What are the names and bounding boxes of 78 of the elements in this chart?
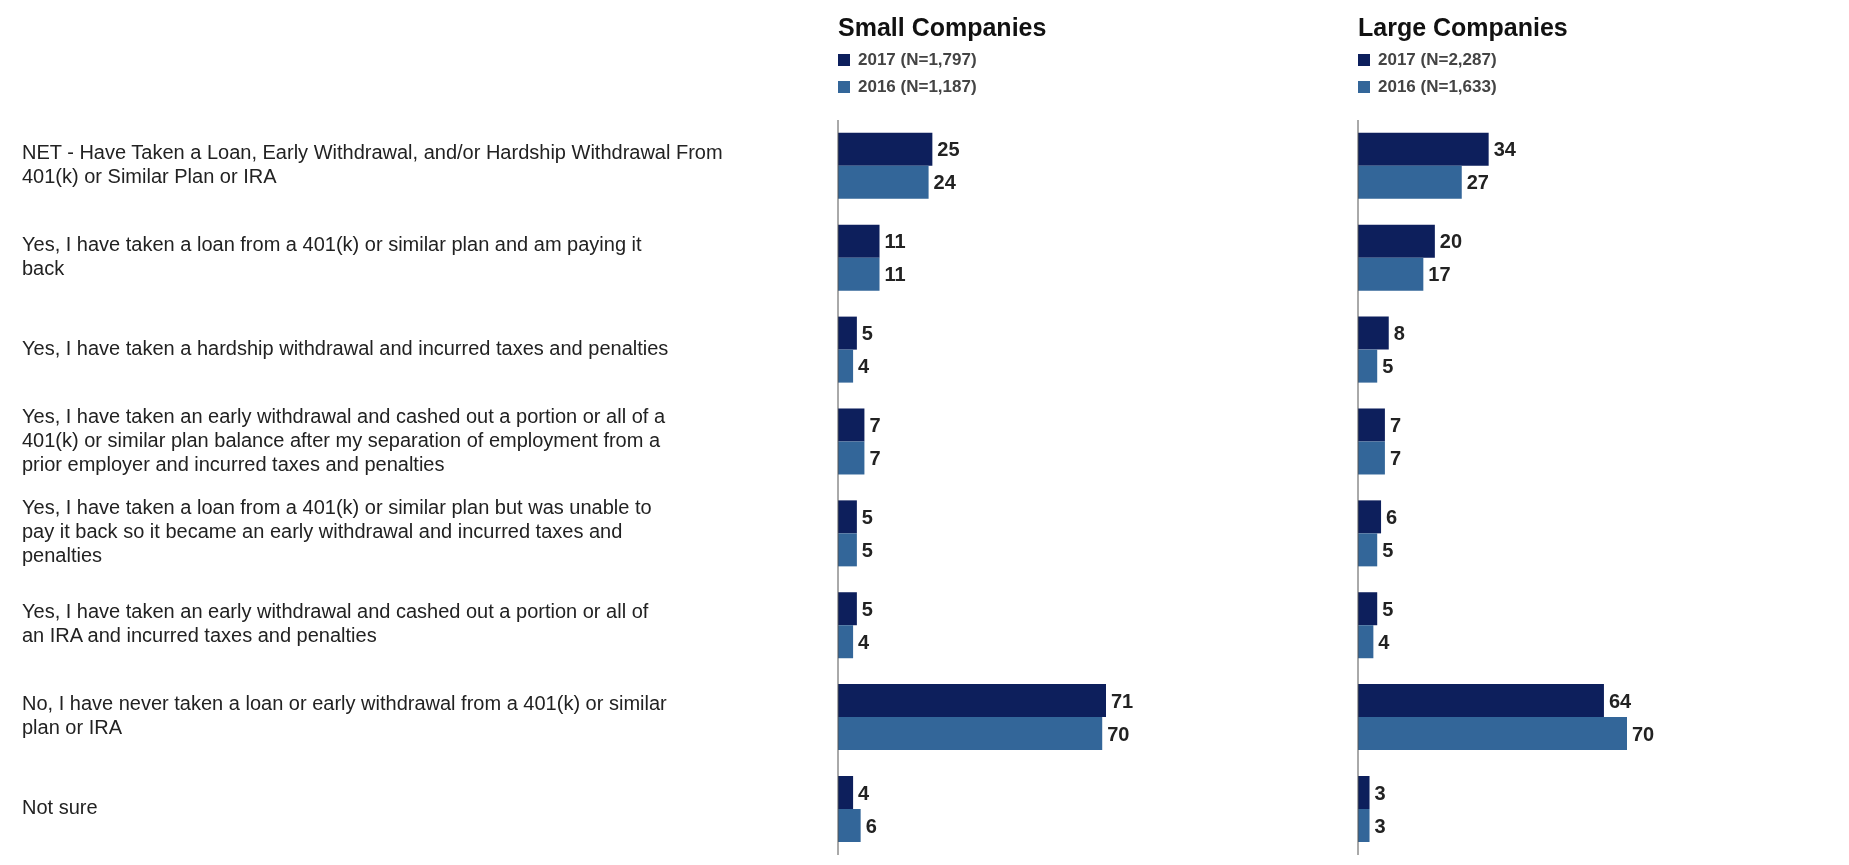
bar <box>1358 717 1627 751</box>
bar <box>1358 316 1389 350</box>
data-label: 5 <box>861 597 873 620</box>
y-tick-label: No, I have never taken a loan or early withdrawal from a 401(k) or similar plan or IRA <box>22 692 668 739</box>
data-label: 7 <box>869 414 881 437</box>
data-label: 20 <box>1439 230 1463 253</box>
data-label: 7 <box>1389 414 1402 437</box>
y-tick-label: Yes, I have taken an early withdrawal and cashed out a portion or all of an IRA and incurred taxes and penalties <box>22 600 649 647</box>
y-tick-label: Yes, I have taken an early withdrawal and cashed out a portion or all of a 401(k) or similar plan balance after my separation of employment from a prior employer and incurred taxes and penalties <box>22 404 666 475</box>
bar <box>1358 775 1370 809</box>
data-label: 4 <box>858 781 871 804</box>
data-label: 8 <box>1393 322 1405 345</box>
data-label: 70 <box>1632 722 1655 745</box>
data-label: 17 <box>1428 263 1451 286</box>
bar <box>838 625 854 659</box>
data-label: 5 <box>861 322 873 345</box>
bar <box>1358 224 1435 258</box>
data-label: 7 <box>1389 447 1402 470</box>
bar <box>838 592 857 626</box>
y-tick-label: NET - Have Taken a Loan, Early Withdrawal, and/or Hardship Withdrawal From 401(k) or Similar Plan or IRA <box>22 141 723 188</box>
bar <box>1358 808 1370 842</box>
bar <box>1358 349 1378 383</box>
data-label: 5 <box>861 538 873 561</box>
data-label: 4 <box>1378 630 1391 653</box>
data-label: 7 <box>869 447 881 470</box>
data-label: 3 <box>1374 781 1386 804</box>
legend-label: 2016 (N=1,187) <box>858 76 977 97</box>
data-label: 6 <box>865 814 877 837</box>
data-label: 34 <box>1493 138 1517 161</box>
data-label: 25 <box>937 138 960 161</box>
y-tick-label: Yes, I have taken a loan from a 401(k) or similar plan and am paying it back <box>22 233 643 280</box>
data-label: 24 <box>933 171 957 194</box>
data-label: 6 <box>1386 505 1398 528</box>
bar <box>838 533 857 567</box>
bar <box>838 316 857 350</box>
bar <box>838 808 861 842</box>
bar <box>1358 684 1604 718</box>
bar <box>1358 533 1378 567</box>
data-label: 11 <box>884 263 906 286</box>
data-label: 5 <box>1382 597 1394 620</box>
bar <box>1358 625 1374 659</box>
bar <box>838 684 1106 718</box>
bar <box>838 441 865 475</box>
bar <box>1358 592 1378 626</box>
data-label: 64 <box>1608 689 1633 712</box>
data-label: 11 <box>884 230 906 253</box>
data-label: 5 <box>1382 538 1394 561</box>
bar <box>838 717 1103 751</box>
legend-label: 2017 (N=1,797) <box>858 49 977 70</box>
data-label: 70 <box>1107 722 1130 745</box>
bar <box>1358 441 1385 475</box>
chart-title: Large Companies <box>1358 11 1569 43</box>
chart-title: Small Companies <box>838 11 1048 43</box>
data-label: 4 <box>858 355 871 378</box>
data-label: 27 <box>1466 171 1490 194</box>
data-label: 5 <box>861 505 873 528</box>
bar <box>838 500 857 534</box>
legend-label: 2016 (N=1,633) <box>1378 76 1497 97</box>
bar <box>1358 132 1489 166</box>
bar <box>1358 257 1424 291</box>
bar <box>838 257 880 291</box>
data-label: 4 <box>858 630 871 653</box>
bar <box>1358 500 1382 534</box>
bar <box>838 775 854 809</box>
bar <box>838 132 933 166</box>
bar <box>838 408 865 442</box>
legend-label: 2017 (N=2,287) <box>1378 49 1497 70</box>
bar <box>1358 408 1385 442</box>
data-label: 5 <box>1382 355 1394 378</box>
bar <box>838 165 929 199</box>
y-tick-label: Yes, I have taken a loan from a 401(k) or similar plan but was unable to pay it back so it became an early withdrawal and incurred taxes and penalties <box>22 496 652 567</box>
y-tick-label: Not sure <box>22 796 98 819</box>
bar <box>838 349 854 383</box>
data-label: 71 <box>1111 689 1134 712</box>
bar <box>1358 165 1462 199</box>
y-tick-label: Yes, I have taken a hardship withdrawal and incurred taxes and penalties <box>22 336 669 359</box>
data-label: 3 <box>1374 814 1386 837</box>
bar <box>838 224 880 258</box>
